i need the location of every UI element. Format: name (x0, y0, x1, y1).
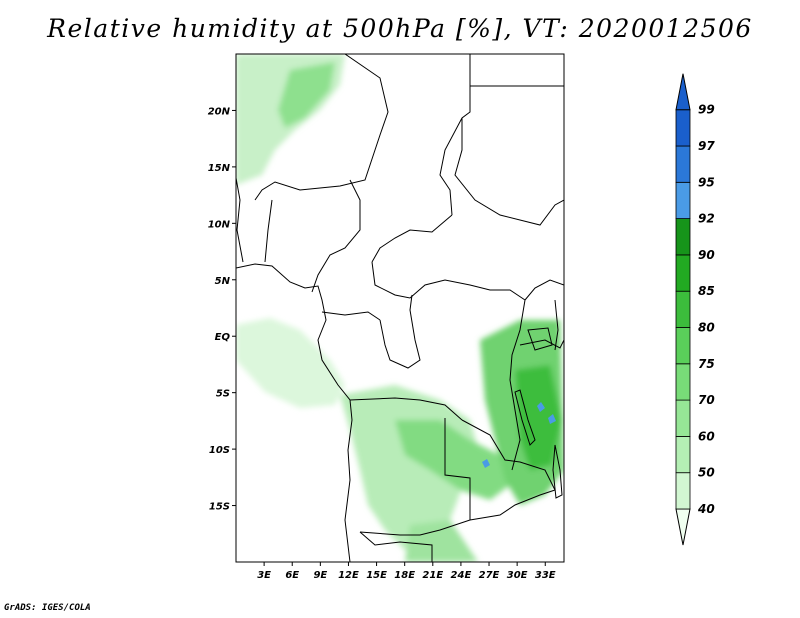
colorbar-lower-arrow (675, 508, 691, 546)
colorbar-segment (675, 145, 691, 183)
lat-tick-label: 15S (209, 502, 230, 513)
border-zambia-south (469, 489, 556, 521)
colorbar-label: 50 (698, 466, 715, 480)
colorbar-label: 70 (698, 393, 715, 407)
lat-tick-label: 20N (208, 106, 231, 117)
lon-tick-label: 15E (366, 570, 387, 581)
colorbar-label: 85 (698, 284, 715, 298)
lon-tick-label: 6E (285, 570, 299, 581)
border-zambia (461, 419, 556, 491)
colorbar: 40 50 60 70 75 80 85 90 92 95 97 99 (675, 73, 715, 546)
lon-tick-label: 24E (451, 570, 472, 581)
lat-tick-label: 5N (215, 276, 231, 287)
lon-tick-label: 27E (479, 570, 500, 581)
coast-west-north (236, 177, 244, 263)
humidity-area-west-coast (236, 318, 345, 408)
lat-tick-label: 15N (208, 163, 231, 174)
lat-tick-label: EQ (215, 332, 231, 343)
colorbar-label: 99 (698, 103, 715, 117)
humidity-patch-blue-2 (548, 414, 556, 424)
colorbar-label: 60 (698, 429, 715, 443)
humidity-area-east-core (515, 365, 562, 470)
map-title: Relative humidity at 500hPa [%], VT: 202… (47, 14, 753, 43)
border-nigeria-cameroon (311, 179, 361, 293)
border-sudan-south (524, 279, 564, 301)
border-angola-north (349, 397, 463, 421)
colorbar-label: 97 (698, 139, 715, 153)
lon-tick-label: 18E (394, 570, 415, 581)
coastline (236, 263, 353, 562)
border-benin (264, 199, 273, 263)
lon-tick-label: 9E (313, 570, 327, 581)
colorbar-label: 40 (697, 502, 715, 516)
grads-credit: GrADS: IGES/COLA (4, 603, 91, 613)
colorbar-segment (675, 327, 691, 365)
colorbar-label: 80 (698, 321, 715, 335)
border-drc-east (509, 299, 526, 471)
colorbar-segment (675, 399, 691, 437)
border-libya-chad (439, 54, 471, 216)
border-car (371, 261, 526, 301)
border-chad-sudan (371, 214, 453, 263)
longitude-ticks: 3E 6E 9E 12E 15E 18E 21E 24E 27E 30E 33E (257, 562, 556, 581)
colorbar-segment (675, 181, 691, 220)
border-sudan-east (454, 118, 564, 226)
lon-tick-label: 12E (338, 570, 359, 581)
colorbar-segment (675, 218, 691, 256)
border-congo (379, 294, 421, 369)
border-namibia (359, 531, 433, 562)
lat-tick-label: 10S (209, 445, 230, 456)
humidity-area-northwest-core (278, 62, 335, 128)
humidity-area-south-central (395, 420, 510, 500)
humidity-patch-blue-1 (537, 402, 545, 412)
map-frame (235, 53, 565, 563)
humidity-field (236, 54, 564, 562)
border-angola-east (359, 418, 471, 536)
country-boundaries (236, 54, 564, 562)
lake-malawi (552, 444, 563, 499)
border-cameroon-south (321, 311, 381, 321)
humidity-area-south (405, 520, 478, 562)
colorbar-label: 92 (698, 212, 715, 226)
colorbar-label: 95 (698, 175, 715, 189)
border-kenya (554, 299, 559, 351)
lake-tanganyika (514, 389, 536, 446)
lat-tick-label: 5S (216, 389, 230, 400)
lake-victoria (527, 327, 553, 351)
lon-tick-label: 21E (422, 570, 443, 581)
colorbar-segment (675, 435, 691, 474)
humidity-patch-blue-3 (482, 459, 490, 468)
colorbar-label: 75 (698, 357, 715, 371)
lon-tick-label: 3E (257, 570, 271, 581)
colorbar-segment (675, 472, 691, 510)
border-mali-niger (254, 54, 389, 201)
lon-tick-label: 30E (507, 570, 528, 581)
colorbar-segment (675, 109, 691, 147)
colorbar-segment (675, 254, 691, 292)
latitude-ticks: 20N 15N 10N 5N EQ 5S 10S 15S (208, 106, 236, 513)
colorbar-upper-arrow (675, 73, 691, 111)
lon-tick-label: 33E (535, 570, 556, 581)
colorbar-label: 90 (698, 248, 715, 262)
colorbar-segment (675, 363, 691, 401)
colorbar-segment (675, 290, 691, 328)
lat-tick-label: 10N (208, 219, 231, 230)
